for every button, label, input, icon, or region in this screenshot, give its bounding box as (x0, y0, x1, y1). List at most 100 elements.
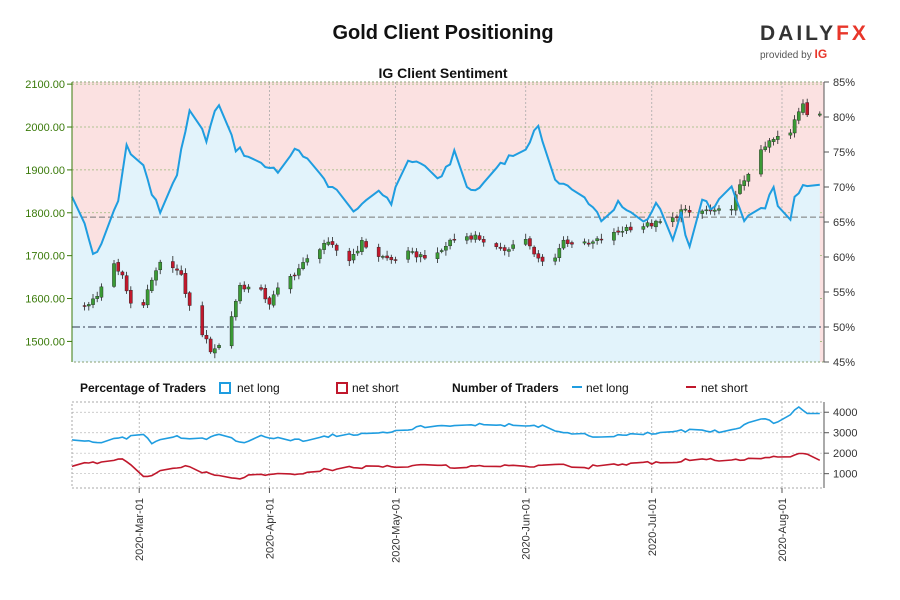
candle-body (351, 254, 356, 261)
candle-body (95, 296, 100, 299)
net-long-area (72, 105, 820, 363)
candle-body (557, 248, 562, 258)
x-tick-label: 2020-Mar-01 (134, 498, 146, 561)
candle-body (381, 256, 385, 258)
price-candle (628, 222, 633, 233)
percent-tick-label: 75% (833, 147, 855, 159)
candle-body (318, 249, 322, 259)
candle-body (305, 258, 310, 263)
candle-body (141, 302, 146, 306)
price-candle (775, 130, 780, 144)
price-candle (540, 254, 545, 266)
price-candle (322, 239, 326, 255)
price-candle (498, 242, 503, 251)
price-candle (439, 248, 444, 254)
candle-body (763, 146, 767, 150)
candle-body (717, 208, 721, 211)
price-tick-label: 1600.00 (25, 294, 65, 306)
candle-body (700, 210, 704, 214)
price-candle (738, 179, 742, 196)
candle-body (171, 261, 175, 269)
candle-body (645, 222, 650, 227)
price-candle (82, 302, 87, 311)
price-candle (620, 226, 625, 237)
candle-body (511, 244, 515, 249)
price-candles (82, 98, 822, 359)
price-candle (465, 233, 469, 245)
candle-body (502, 247, 507, 251)
price-candle (418, 251, 423, 263)
price-candle (645, 220, 650, 228)
price-candle (242, 281, 247, 293)
candle-body (616, 230, 620, 233)
candle-body (385, 255, 389, 259)
candle-body (805, 102, 809, 116)
price-candle (385, 250, 389, 261)
price-candle (801, 99, 805, 116)
percent-tick-label: 60% (833, 252, 855, 264)
candle-body (767, 140, 772, 148)
candle-body (292, 274, 297, 277)
candle-body (477, 235, 482, 240)
price-candle (229, 311, 234, 349)
price-candle (389, 254, 394, 264)
price-candle (658, 218, 662, 225)
price-candle (99, 283, 104, 301)
candle-body (410, 251, 415, 253)
candle-body (494, 243, 499, 247)
price-candle (591, 239, 595, 249)
price-candle (297, 263, 301, 280)
count-tick-label: 2000 (833, 448, 857, 460)
price-candle (183, 268, 188, 298)
candle-body (448, 239, 452, 247)
candle-body (595, 238, 599, 241)
candle-body (620, 231, 625, 233)
price-candle (796, 107, 801, 125)
candle-body (347, 250, 352, 262)
price-candle (179, 265, 184, 276)
price-candle (301, 257, 305, 271)
candle-body (612, 231, 616, 241)
count-axis: 1000 2000 3000 4000 (823, 402, 857, 488)
candle-body (439, 250, 444, 252)
candle-body (334, 244, 339, 251)
price-candle (570, 240, 574, 248)
legend-num-long-label: net long (586, 381, 629, 395)
candle-body (658, 221, 662, 223)
net-short-count-line (71, 452, 821, 480)
candle-body (532, 246, 536, 255)
price-candle (586, 239, 591, 247)
candle-body (238, 285, 242, 302)
candle-body (788, 132, 793, 136)
price-candle (410, 247, 415, 255)
legend-pct-short-swatch (336, 382, 348, 394)
price-candle (717, 205, 721, 215)
price-candle (477, 232, 482, 241)
price-candle (217, 343, 221, 350)
price-candle (502, 244, 507, 256)
price-candle (616, 226, 620, 236)
price-candle (406, 246, 410, 263)
price-tick-label: 1700.00 (25, 251, 65, 263)
price-candle (360, 236, 364, 256)
candle-body (87, 304, 91, 307)
price-tick-label: 2100.00 (25, 79, 65, 91)
candle-body (229, 316, 234, 347)
trader-count-frame (71, 401, 825, 489)
net-long-percentage-line (71, 103, 820, 256)
candle-body (297, 268, 301, 276)
price-candle (624, 224, 629, 234)
price-candle (381, 254, 385, 260)
candle-body (213, 348, 217, 354)
candle-body (759, 149, 763, 175)
candle-body (540, 256, 545, 262)
candle-body (242, 284, 247, 290)
price-candle (330, 236, 335, 248)
candle-body (175, 268, 179, 271)
price-candle (175, 264, 179, 276)
candle-body (469, 235, 473, 240)
price-candle (742, 175, 746, 191)
price-candle (599, 233, 604, 244)
price-candle (595, 236, 599, 245)
candle-body (641, 226, 646, 230)
